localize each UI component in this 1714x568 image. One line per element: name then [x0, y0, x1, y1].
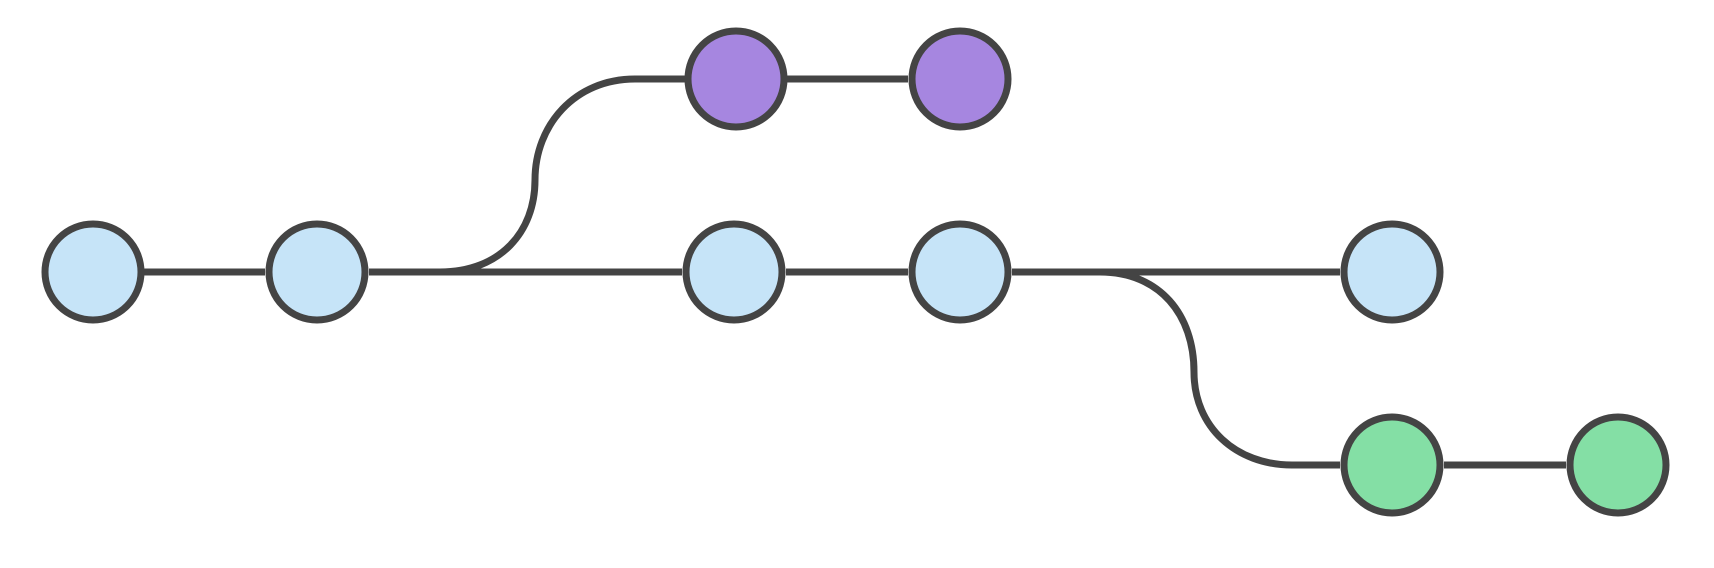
- commit-node-main-5: [1340, 220, 1444, 324]
- commit-node-bottom-2: [1566, 413, 1670, 517]
- edges-layer: [133, 75, 1566, 469]
- edge-branch-top: [439, 75, 688, 276]
- commit-node-main-1: [41, 220, 145, 324]
- commit-node-top-2: [908, 27, 1012, 131]
- commit-node-main-2: [265, 220, 369, 324]
- commit-node-top-1: [684, 27, 788, 131]
- commits-layer: [41, 27, 1670, 517]
- commit-node-main-4: [908, 220, 1012, 324]
- commit-node-bottom-1: [1340, 413, 1444, 517]
- edge-branch-bottom: [1099, 268, 1340, 469]
- commit-node-main-3: [682, 220, 786, 324]
